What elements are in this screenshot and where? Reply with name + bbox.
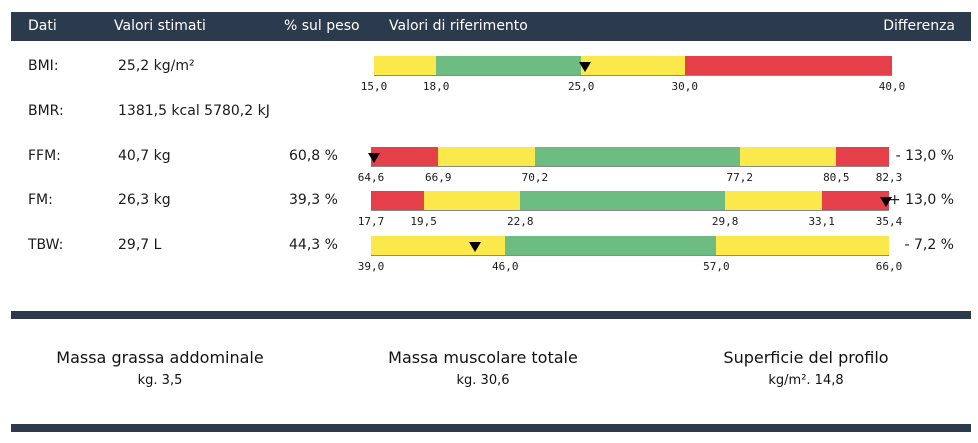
- summary-value: kg. 3,5: [137, 373, 183, 388]
- range-tick-label: 29,8: [711, 215, 739, 228]
- range-bar-fm: [371, 191, 889, 210]
- range-segment-red: [371, 191, 424, 210]
- range-segment-green: [534, 147, 740, 166]
- row-value-ffm: 40,7 kg: [118, 148, 171, 164]
- row-label-fm: FM:: [28, 192, 53, 208]
- header-dati: Dati: [28, 18, 57, 34]
- range-tick-label: 66,0: [875, 260, 903, 273]
- range-segment-red: [684, 56, 892, 75]
- range-tick-label: 66,9: [425, 171, 452, 184]
- section-divider-top: [11, 311, 971, 319]
- range-tick-label: 35,4: [875, 215, 903, 228]
- range-segment-yellow: [581, 56, 685, 75]
- range-segment-yellow: [438, 147, 535, 166]
- range-segment-yellow: [374, 56, 437, 75]
- range-tick-label: 19,5: [410, 215, 437, 228]
- range-segment-yellow: [371, 236, 506, 255]
- range-tick-label: 80,5: [823, 171, 850, 184]
- value-marker-bmi: [579, 62, 592, 72]
- summary-value: kg. 30,6: [456, 373, 510, 388]
- range-tick-label: 30,0: [671, 80, 699, 93]
- range-tick-label: 22,8: [507, 215, 534, 228]
- value-marker-fm: [880, 197, 892, 207]
- range-tick-label: 40,0: [878, 80, 906, 93]
- range-tick-label: 25,0: [567, 80, 595, 93]
- range-bar-tbw: [371, 236, 889, 255]
- table-header: Dati Valori stimati % sul peso Valori di…: [11, 12, 971, 41]
- range-segment-yellow: [423, 191, 521, 210]
- section-divider-bottom: [11, 424, 971, 432]
- range-segment-red: [836, 147, 889, 166]
- row-value-fm: 26,3 kg: [118, 192, 171, 208]
- summary-superficie-profilo: Superficie del profilo kg/m². 14,8: [656, 348, 956, 388]
- range-tick-label: 33,1: [808, 215, 835, 228]
- range-bar-bmi: [374, 56, 892, 75]
- range-tick-label: 15,0: [360, 80, 388, 93]
- summary-value: kg/m². 14,8: [768, 373, 844, 388]
- range-tick-label: 64,6: [357, 171, 385, 184]
- row-difference-tbw: - 7,2 %: [904, 237, 954, 253]
- range-tick-label: 46,0: [492, 260, 519, 273]
- row-percent-tbw: 44,3 %: [289, 237, 338, 253]
- row-value-bmr: 1381,5 kcal 5780,2 kJ: [118, 103, 270, 119]
- header-percent-peso: % sul peso: [284, 18, 360, 34]
- summary-massa-grassa: Massa grassa addominale kg. 3,5: [10, 348, 310, 388]
- range-segment-yellow: [716, 236, 889, 255]
- row-value-bmi: 25,2 kg/m²: [118, 58, 195, 74]
- range-segment-green: [436, 56, 582, 75]
- range-segment-green: [505, 236, 717, 255]
- range-tick-label: 57,0: [703, 260, 730, 273]
- row-difference-ffm: - 13,0 %: [895, 148, 954, 164]
- row-value-tbw: 29,7 L: [118, 237, 162, 253]
- range-bar-ffm: [371, 147, 889, 166]
- range-segment-red: [821, 191, 889, 210]
- range-segment-red: [371, 147, 439, 166]
- range-tick-label: 70,2: [521, 171, 549, 184]
- summary-title: Massa grassa addominale: [56, 348, 264, 367]
- row-label-bmr: BMR:: [28, 103, 64, 119]
- summary-title: Superficie del profilo: [723, 348, 889, 367]
- value-marker-ffm: [368, 153, 380, 163]
- range-segment-yellow: [739, 147, 837, 166]
- value-marker-tbw: [468, 242, 481, 252]
- summary-title: Massa muscolare totale: [388, 348, 578, 367]
- row-percent-fm: 39,3 %: [289, 192, 338, 208]
- row-label-tbw: TBW:: [28, 237, 64, 253]
- range-tick-label: 18,0: [422, 80, 450, 93]
- row-percent-ffm: 60,8 %: [289, 148, 338, 164]
- range-segment-yellow: [725, 191, 822, 210]
- row-difference-fm: + 13,0 %: [888, 192, 954, 208]
- summary-massa-muscolare: Massa muscolare totale kg. 30,6: [333, 348, 633, 388]
- range-tick-label: 39,0: [357, 260, 385, 273]
- range-segment-green: [520, 191, 726, 210]
- row-label-bmi: BMI:: [28, 58, 59, 74]
- range-tick-label: 82,3: [875, 171, 903, 184]
- range-tick-label: 77,2: [726, 171, 753, 184]
- row-label-ffm: FFM:: [28, 148, 61, 164]
- header-differenza: Differenza: [883, 18, 955, 34]
- header-valori-riferimento: Valori di riferimento: [389, 18, 528, 34]
- range-tick-label: 17,7: [357, 215, 385, 228]
- header-valori-stimati: Valori stimati: [114, 18, 206, 34]
